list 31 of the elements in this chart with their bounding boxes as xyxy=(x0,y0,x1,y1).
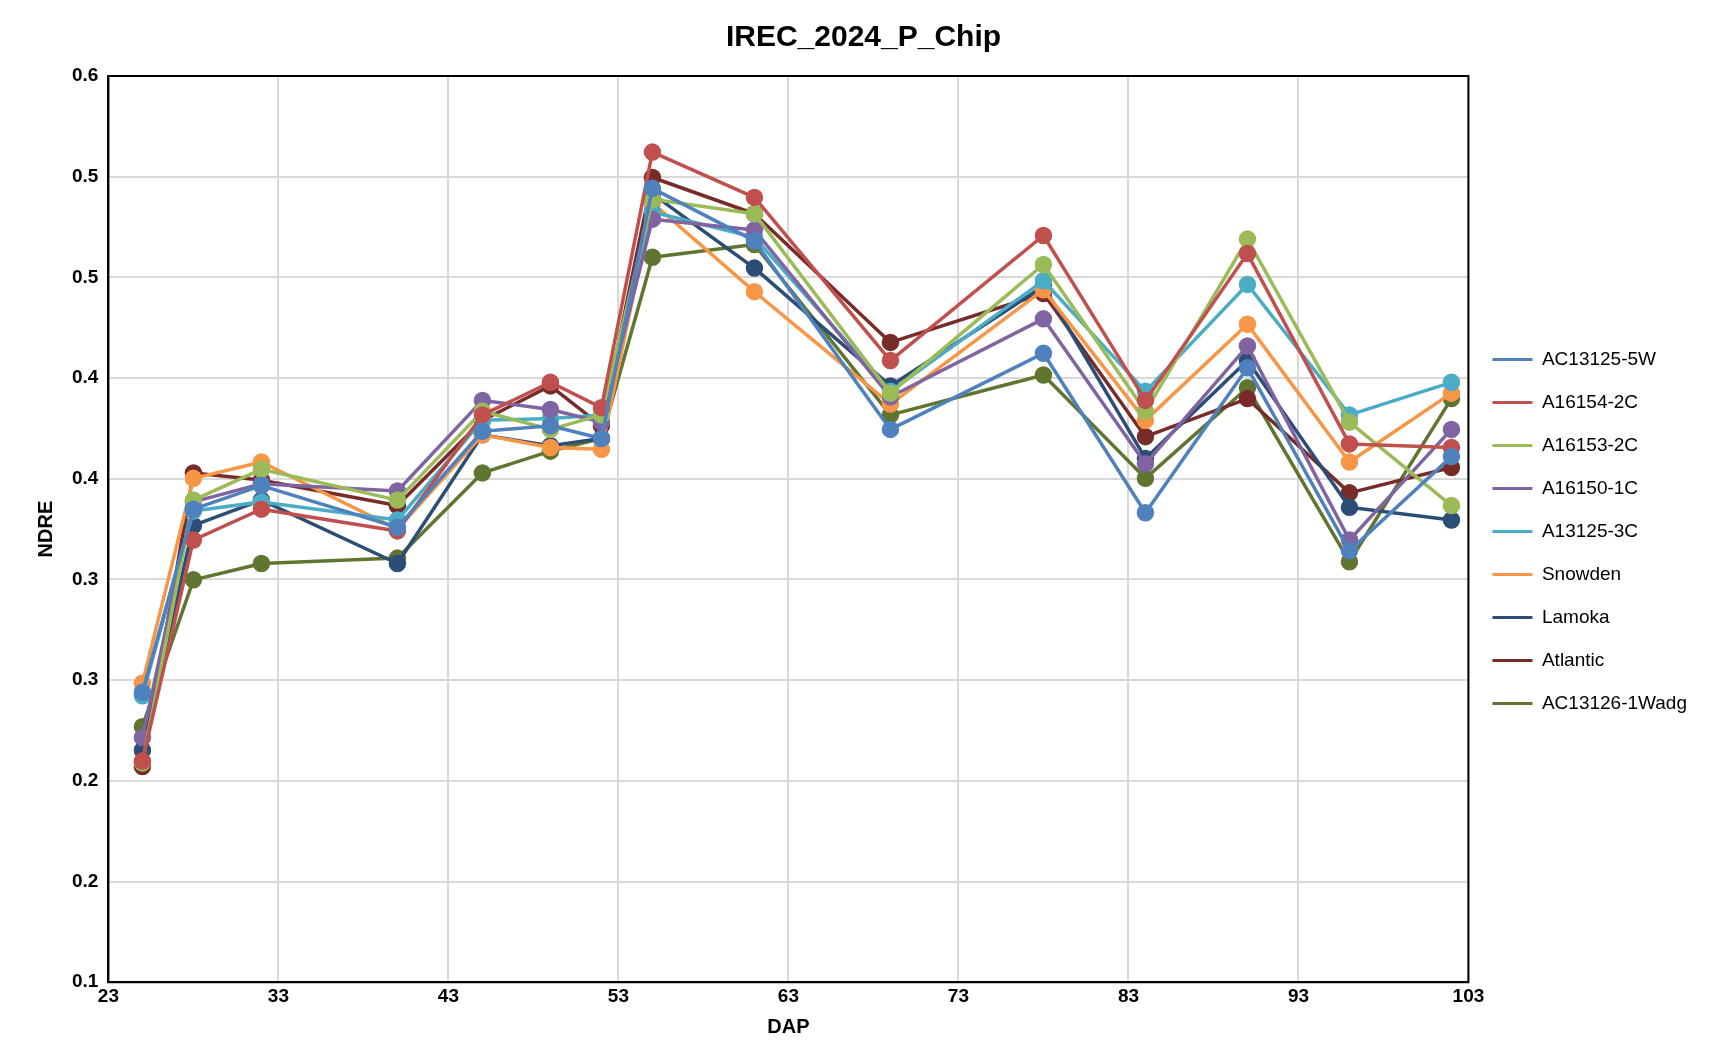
legend-label: A13125-3C xyxy=(1541,519,1639,541)
legend-label: AC13126-1Wadg xyxy=(1541,691,1688,713)
x-tick-label: 73 xyxy=(947,984,970,1006)
y-tick-label: 0.4 xyxy=(71,466,99,488)
x-tick-label: 93 xyxy=(1287,984,1310,1006)
legend-label: A16154-2C xyxy=(1541,390,1639,412)
y-axis-title: NDRE xyxy=(33,500,56,558)
x-tick-label: 53 xyxy=(607,984,629,1006)
y-tick-label: 0.4 xyxy=(71,366,99,388)
y-tick-label: 0.3 xyxy=(71,567,99,589)
y-tick-label: 0.5 xyxy=(71,164,99,186)
chart-title: IREC_2024_P_Chip xyxy=(725,19,1002,53)
x-tick-label: 103 xyxy=(1452,984,1485,1006)
legend-label: Snowden xyxy=(1541,562,1622,584)
legend-label: A16150-1C xyxy=(1541,476,1639,498)
x-tick-label: 63 xyxy=(777,984,799,1006)
legend-label: Lamoka xyxy=(1541,605,1610,627)
x-axis-title: DAP xyxy=(767,1014,810,1037)
y-tick-label: 0.5 xyxy=(71,265,99,287)
y-tick-label: 0.2 xyxy=(71,769,99,791)
legend-label: AC13125-5W xyxy=(1541,347,1657,369)
x-tick-label: 43 xyxy=(437,984,459,1006)
legend-label: A16153-2C xyxy=(1541,433,1639,455)
y-tick-label: 0.6 xyxy=(71,64,99,86)
y-tick-label: 0.3 xyxy=(71,668,99,690)
x-tick-label: 83 xyxy=(1117,984,1140,1006)
legend-label: Atlantic xyxy=(1541,648,1605,670)
x-tick-label: 23 xyxy=(97,984,119,1006)
y-tick-label: 0.1 xyxy=(71,970,99,992)
x-tick-label: 33 xyxy=(267,984,289,1006)
y-tick-label: 0.2 xyxy=(71,869,99,891)
